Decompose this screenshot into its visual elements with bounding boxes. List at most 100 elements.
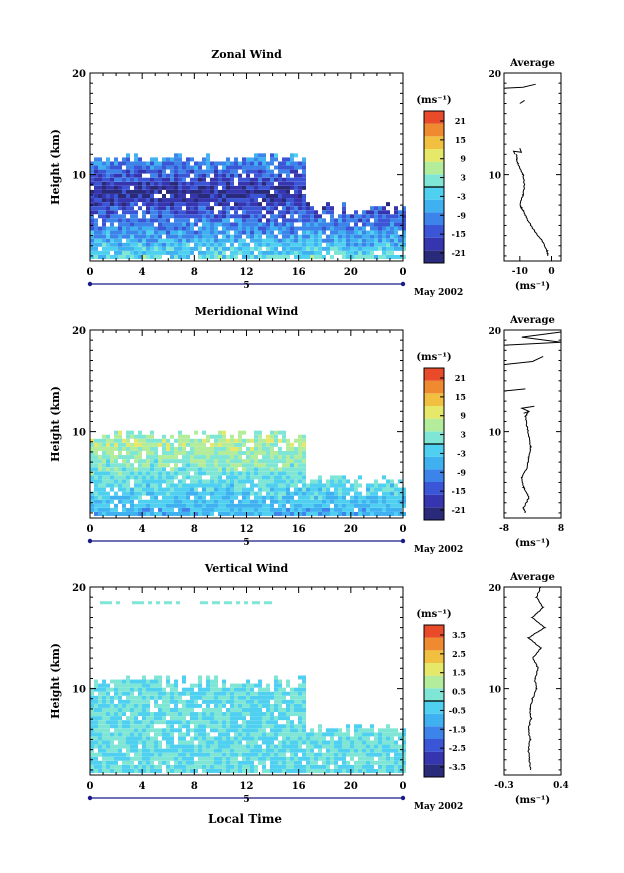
heatmap-cell bbox=[306, 238, 310, 243]
heatmap-cell bbox=[162, 206, 166, 211]
heatmap-cell bbox=[206, 242, 210, 247]
heatmap-cell bbox=[318, 242, 322, 247]
heatmap-cell bbox=[370, 764, 374, 769]
heatmap-cell bbox=[142, 744, 146, 749]
heatmap-cell bbox=[198, 499, 202, 504]
heatmap-cell bbox=[106, 691, 110, 696]
heatmap-cell bbox=[198, 165, 202, 170]
colorbar-tick-label: 15 bbox=[455, 392, 466, 402]
heatmap-cell bbox=[210, 198, 214, 203]
heatmap-cell bbox=[286, 446, 290, 451]
heatmap-cell bbox=[270, 181, 274, 186]
heatmap-cell bbox=[234, 748, 238, 753]
heatmap-cell bbox=[182, 230, 186, 235]
heatmap-cell bbox=[122, 491, 126, 496]
heatmap-cell bbox=[254, 450, 258, 455]
heatmap-cell bbox=[214, 487, 218, 492]
heatmap-cell bbox=[206, 254, 210, 259]
heatmap-cell bbox=[166, 724, 170, 729]
heatmap-cell bbox=[362, 238, 366, 243]
heatmap-cell bbox=[278, 226, 282, 231]
heatmap-cell bbox=[250, 250, 254, 255]
heatmap-cell bbox=[182, 752, 186, 757]
heatmap-cell bbox=[190, 193, 194, 198]
heatmap-cell bbox=[162, 499, 166, 504]
heatmap-cell bbox=[158, 756, 162, 761]
heatmap-cell bbox=[254, 210, 258, 215]
heatmap-cell bbox=[338, 218, 342, 223]
heatmap-cell bbox=[166, 679, 170, 684]
heatmap-cell bbox=[234, 165, 238, 170]
colorbar-swatch bbox=[424, 161, 444, 175]
heatmap-cell bbox=[286, 691, 290, 696]
heatmap-cell bbox=[278, 748, 282, 753]
heatmap-cell bbox=[270, 446, 274, 451]
heatmap-cell bbox=[250, 695, 254, 700]
heatmap-cell bbox=[382, 206, 386, 211]
heatmap-cell bbox=[174, 198, 178, 203]
heatmap-cell bbox=[282, 210, 286, 215]
heatmap-cell bbox=[178, 438, 182, 443]
heatmap-cell bbox=[206, 720, 210, 725]
heatmap-cell bbox=[182, 495, 186, 500]
heatmap-cell bbox=[258, 189, 262, 194]
heatmap-cell bbox=[266, 226, 270, 231]
heatmap-cell bbox=[146, 218, 150, 223]
heatmap-cell bbox=[290, 703, 294, 708]
heatmap-cell bbox=[174, 687, 178, 692]
heatmap-cell bbox=[190, 438, 194, 443]
heatmap-cell bbox=[198, 756, 202, 761]
heatmap-cell bbox=[342, 479, 346, 484]
heatmap-cell bbox=[270, 459, 274, 464]
heatmap-cell bbox=[302, 238, 306, 243]
heatmap-cell bbox=[370, 254, 374, 259]
heatmap-cell bbox=[254, 732, 258, 737]
heatmap-cell bbox=[398, 218, 402, 223]
heatmap-cell bbox=[138, 226, 142, 231]
heatmap-cell bbox=[294, 450, 298, 455]
heatmap-cell bbox=[222, 511, 226, 516]
heatmap-cell bbox=[354, 760, 358, 765]
heatmap-cell bbox=[266, 250, 270, 255]
heatmap-cell bbox=[234, 740, 238, 745]
heatmap-cell bbox=[218, 177, 222, 182]
heatmap-cell bbox=[274, 687, 278, 692]
heatmap-cell bbox=[150, 430, 154, 435]
heatmap-cell bbox=[182, 177, 186, 182]
heatmap-cell bbox=[182, 720, 186, 725]
heatmap-cell bbox=[354, 736, 358, 741]
heatmap-cell bbox=[230, 467, 234, 472]
heatmap-cell bbox=[198, 214, 202, 219]
heatmap-cells bbox=[90, 153, 406, 259]
heatmap-cell bbox=[114, 230, 118, 235]
heatmap-cell bbox=[118, 438, 122, 443]
heatmap-cell bbox=[294, 699, 298, 704]
heatmap-cell bbox=[110, 507, 114, 512]
heatmap-cell bbox=[126, 185, 130, 190]
heatmap-cell bbox=[154, 218, 158, 223]
heatmap-cell bbox=[158, 455, 162, 460]
heatmap-cell bbox=[298, 728, 302, 733]
heatmap-cell bbox=[146, 691, 150, 696]
heatmap-cell bbox=[238, 450, 242, 455]
heatmap-cell bbox=[302, 724, 306, 729]
heatmap-cell bbox=[218, 511, 222, 516]
heatmap-cell bbox=[216, 601, 220, 605]
heatmap-cell bbox=[94, 736, 98, 741]
heatmap-cell bbox=[142, 760, 146, 765]
heatmap-cell bbox=[242, 499, 246, 504]
heatmap-cell bbox=[252, 601, 256, 605]
heatmap-cell bbox=[274, 177, 278, 182]
heatmap-cell bbox=[162, 442, 166, 447]
heatmap-cell bbox=[346, 499, 350, 504]
heatmap-cell bbox=[206, 214, 210, 219]
heatmap-cell bbox=[186, 467, 190, 472]
heatmap-cell bbox=[342, 768, 346, 773]
heatmap-cell bbox=[206, 234, 210, 239]
heatmap-cell bbox=[222, 479, 226, 484]
heatmap-cell bbox=[254, 206, 258, 211]
heatmap-cell bbox=[138, 728, 142, 733]
heatmap-cell bbox=[218, 507, 222, 512]
heatmap-cell bbox=[290, 210, 294, 215]
heatmap-cell bbox=[402, 768, 406, 773]
